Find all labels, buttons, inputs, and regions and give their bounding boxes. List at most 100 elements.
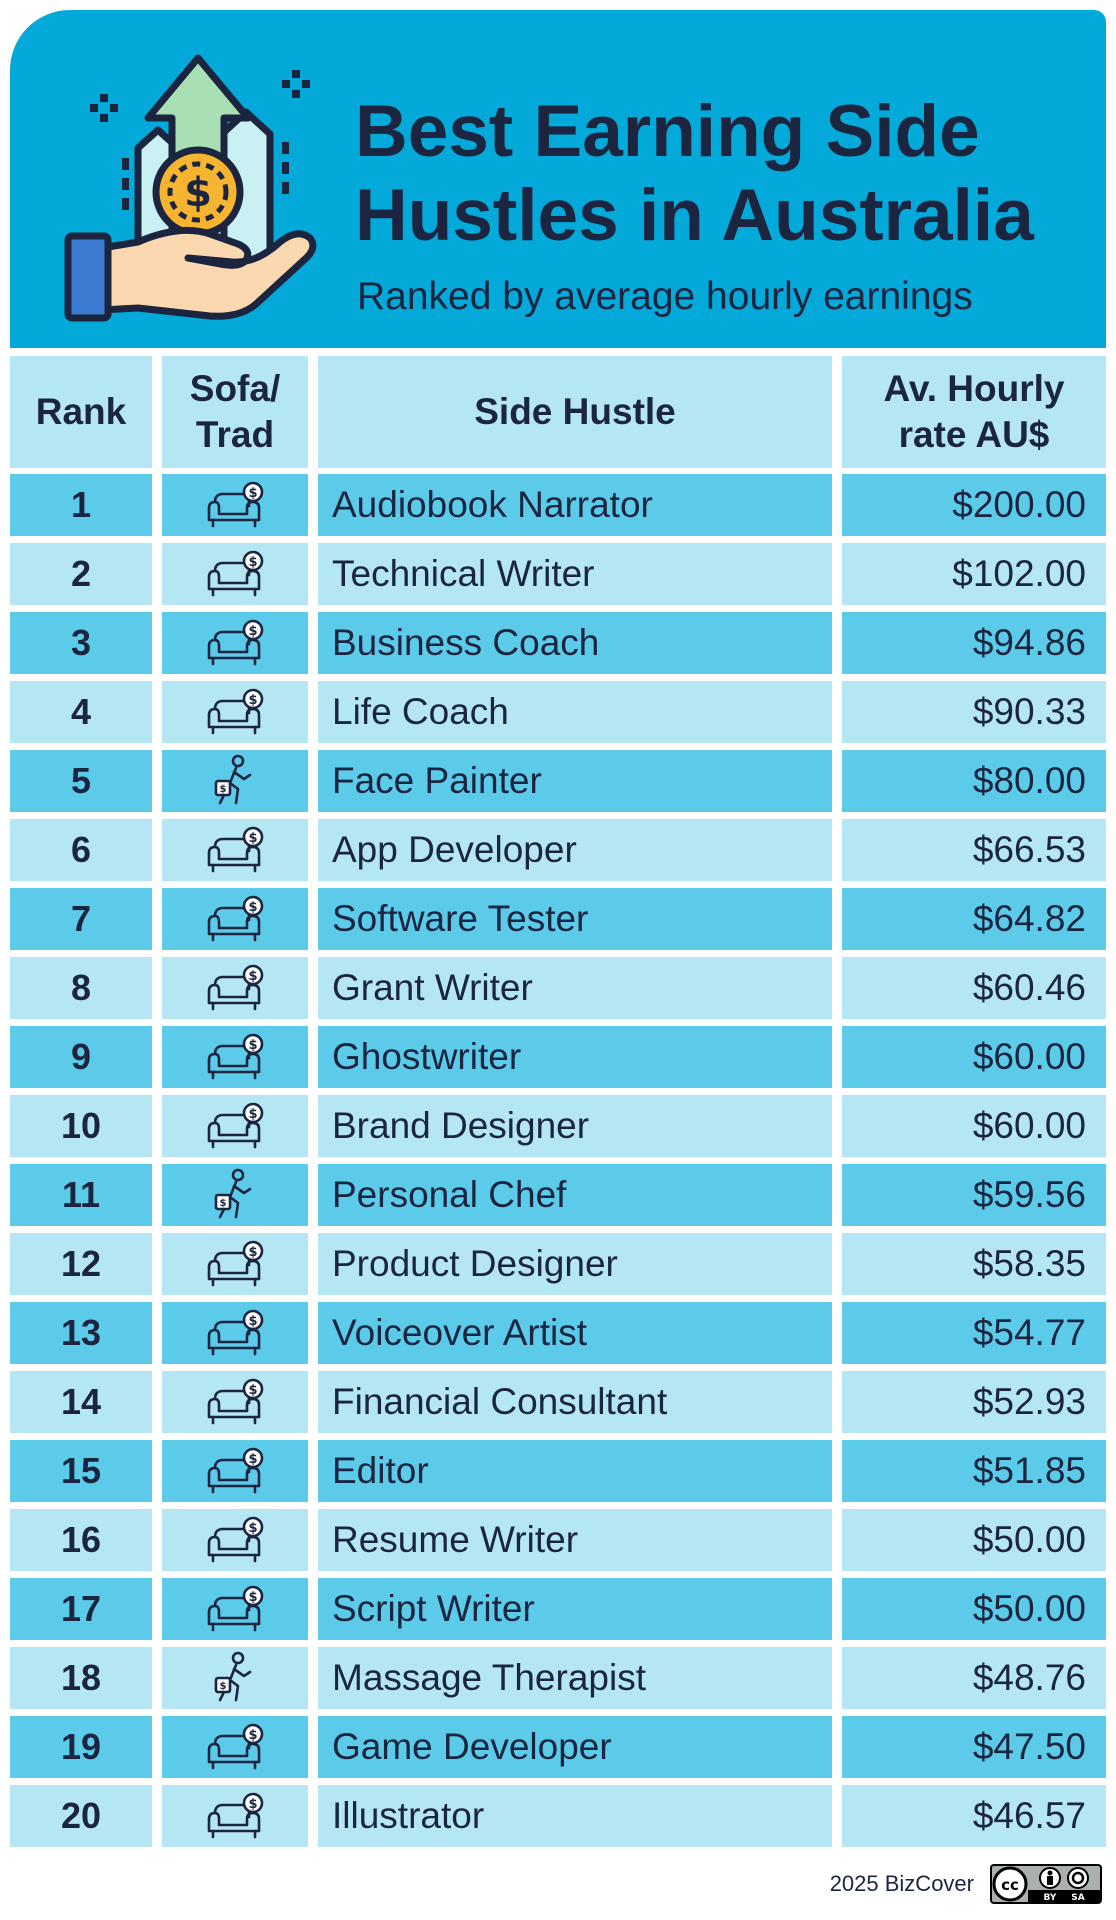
table-row: 14 $ Financial Consultant $52.93	[10, 1371, 1106, 1433]
type-cell: $	[162, 1716, 308, 1778]
header-banner: $ Best Earning Side Hustles in Australia…	[10, 10, 1106, 348]
svg-text:$: $	[248, 624, 257, 639]
side-hustle-cell: Game Developer	[318, 1716, 832, 1778]
table-row: 2 $ Technical Writer $102.00	[10, 543, 1106, 605]
side-hustle-cell: Script Writer	[318, 1578, 832, 1640]
sofa-dollar-icon: $	[203, 1791, 267, 1841]
side-hustle-cell: Grant Writer	[318, 957, 832, 1019]
title-line-1: Best Earning Side	[355, 91, 980, 172]
sofa-dollar-icon: $	[203, 825, 267, 875]
side-hustle-cell: Brand Designer	[318, 1095, 832, 1157]
type-cell: $	[162, 1095, 308, 1157]
rank-cell: 15	[10, 1440, 152, 1502]
type-cell: $	[162, 612, 308, 674]
type-cell: $	[162, 1371, 308, 1433]
sofa-dollar-icon: $	[203, 687, 267, 737]
sofa-dollar-icon: $	[203, 1032, 267, 1082]
table-row: 17 $ Script Writer $50.00	[10, 1578, 1106, 1640]
rank-cell: 2	[10, 543, 152, 605]
hourly-rate-cell: $80.00	[842, 750, 1106, 812]
svg-text:$: $	[220, 784, 227, 795]
rank-cell: 18	[10, 1647, 152, 1709]
rank-cell: 4	[10, 681, 152, 743]
hourly-rate-cell: $66.53	[842, 819, 1106, 881]
sofa-dollar-icon: $	[203, 1377, 267, 1427]
sofa-dollar-icon: $	[203, 1446, 267, 1496]
table-row: 16 $ Resume Writer $50.00	[10, 1509, 1106, 1571]
page-subtitle: Ranked by average hourly earnings	[357, 275, 973, 318]
walking-person-with-money-bag-icon: $	[210, 1650, 260, 1706]
svg-text:$: $	[248, 831, 257, 846]
sofa-dollar-icon: $	[203, 1722, 267, 1772]
rank-cell: 13	[10, 1302, 152, 1364]
side-hustle-cell: Product Designer	[318, 1233, 832, 1295]
type-cell: $	[162, 1509, 308, 1571]
sofa-dollar-icon: $	[203, 963, 267, 1013]
type-cell: $	[162, 819, 308, 881]
svg-text:$: $	[184, 170, 212, 216]
column-header-rank: Rank	[10, 356, 152, 468]
type-cell: $	[162, 681, 308, 743]
table-row: 19 $ Game Developer $47.50	[10, 1716, 1106, 1778]
svg-text:$: $	[248, 486, 257, 501]
type-cell: $	[162, 888, 308, 950]
type-cell: $	[162, 1233, 308, 1295]
svg-text:$: $	[220, 1198, 227, 1209]
svg-text:$: $	[248, 1797, 257, 1812]
rank-cell: 17	[10, 1578, 152, 1640]
table-row: 18 $ Massage Therapist $48.76	[10, 1647, 1106, 1709]
svg-text:$: $	[248, 1314, 257, 1329]
type-cell: $	[162, 957, 308, 1019]
svg-text:$: $	[248, 969, 257, 984]
table-row: 9 $ Ghostwriter $60.00	[10, 1026, 1106, 1088]
hourly-rate-cell: $60.00	[842, 1095, 1106, 1157]
side-hustle-cell: Illustrator	[318, 1785, 832, 1847]
side-hustle-cell: Personal Chef	[318, 1164, 832, 1226]
svg-text:$: $	[248, 693, 257, 708]
side-hustle-cell: Face Painter	[318, 750, 832, 812]
creative-commons-by-sa-icon: cc BY SA	[990, 1864, 1102, 1904]
column-header-side-hustle: Side Hustle	[318, 356, 832, 468]
svg-text:$: $	[248, 1590, 257, 1605]
column-header-hourly-rate: Av. Hourly rate AU$	[842, 356, 1106, 468]
sa-mark: SA	[1071, 1893, 1084, 1903]
footer: 2025 BizCover cc BY SA	[830, 1864, 1102, 1904]
table-row: 13 $ Voiceover Artist $54.77	[10, 1302, 1106, 1364]
hourly-rate-cell: $64.82	[842, 888, 1106, 950]
hourly-rate-cell: $48.76	[842, 1647, 1106, 1709]
type-cell: $	[162, 750, 308, 812]
credit-text: 2025 BizCover	[829, 1871, 974, 1896]
table-row: 3 $ Business Coach $94.86	[10, 612, 1106, 674]
side-hustle-cell: Massage Therapist	[318, 1647, 832, 1709]
side-hustle-cell: Voiceover Artist	[318, 1302, 832, 1364]
by-mark: BY	[1044, 1893, 1057, 1903]
side-hustle-cell: Technical Writer	[318, 543, 832, 605]
hourly-rate-cell: $90.33	[842, 681, 1106, 743]
rank-cell: 3	[10, 612, 152, 674]
table-header-row: Rank Sofa/ Trad Side Hustle Av. Hourly r…	[10, 356, 1106, 468]
type-cell: $	[162, 1785, 308, 1847]
sofa-dollar-icon: $	[203, 480, 267, 530]
hand-holding-dollar-coin-growth-icon: $	[64, 54, 317, 322]
type-cell: $	[162, 1578, 308, 1640]
hourly-rate-cell: $47.50	[842, 1716, 1106, 1778]
rank-cell: 8	[10, 957, 152, 1019]
side-hustle-cell: Ghostwriter	[318, 1026, 832, 1088]
table-row: 4 $ Life Coach $90.33	[10, 681, 1106, 743]
page-title: Best Earning Side Hustles in Australia	[355, 90, 1034, 258]
hourly-rate-cell: $46.57	[842, 1785, 1106, 1847]
rank-cell: 10	[10, 1095, 152, 1157]
hourly-rate-cell: $200.00	[842, 474, 1106, 536]
svg-text:$: $	[248, 900, 257, 915]
svg-text:$: $	[248, 1521, 257, 1536]
svg-text:$: $	[220, 1681, 227, 1692]
table-row: 12 $ Product Designer $58.35	[10, 1233, 1106, 1295]
sofa-dollar-icon: $	[203, 618, 267, 668]
rank-cell: 11	[10, 1164, 152, 1226]
type-cell: $	[162, 1302, 308, 1364]
svg-text:$: $	[248, 555, 257, 570]
table-row: 6 $ App Developer $66.53	[10, 819, 1106, 881]
hourly-rate-cell: $94.86	[842, 612, 1106, 674]
hourly-rate-cell: $54.77	[842, 1302, 1106, 1364]
table-row: 5 $ Face Painter $80.00	[10, 750, 1106, 812]
